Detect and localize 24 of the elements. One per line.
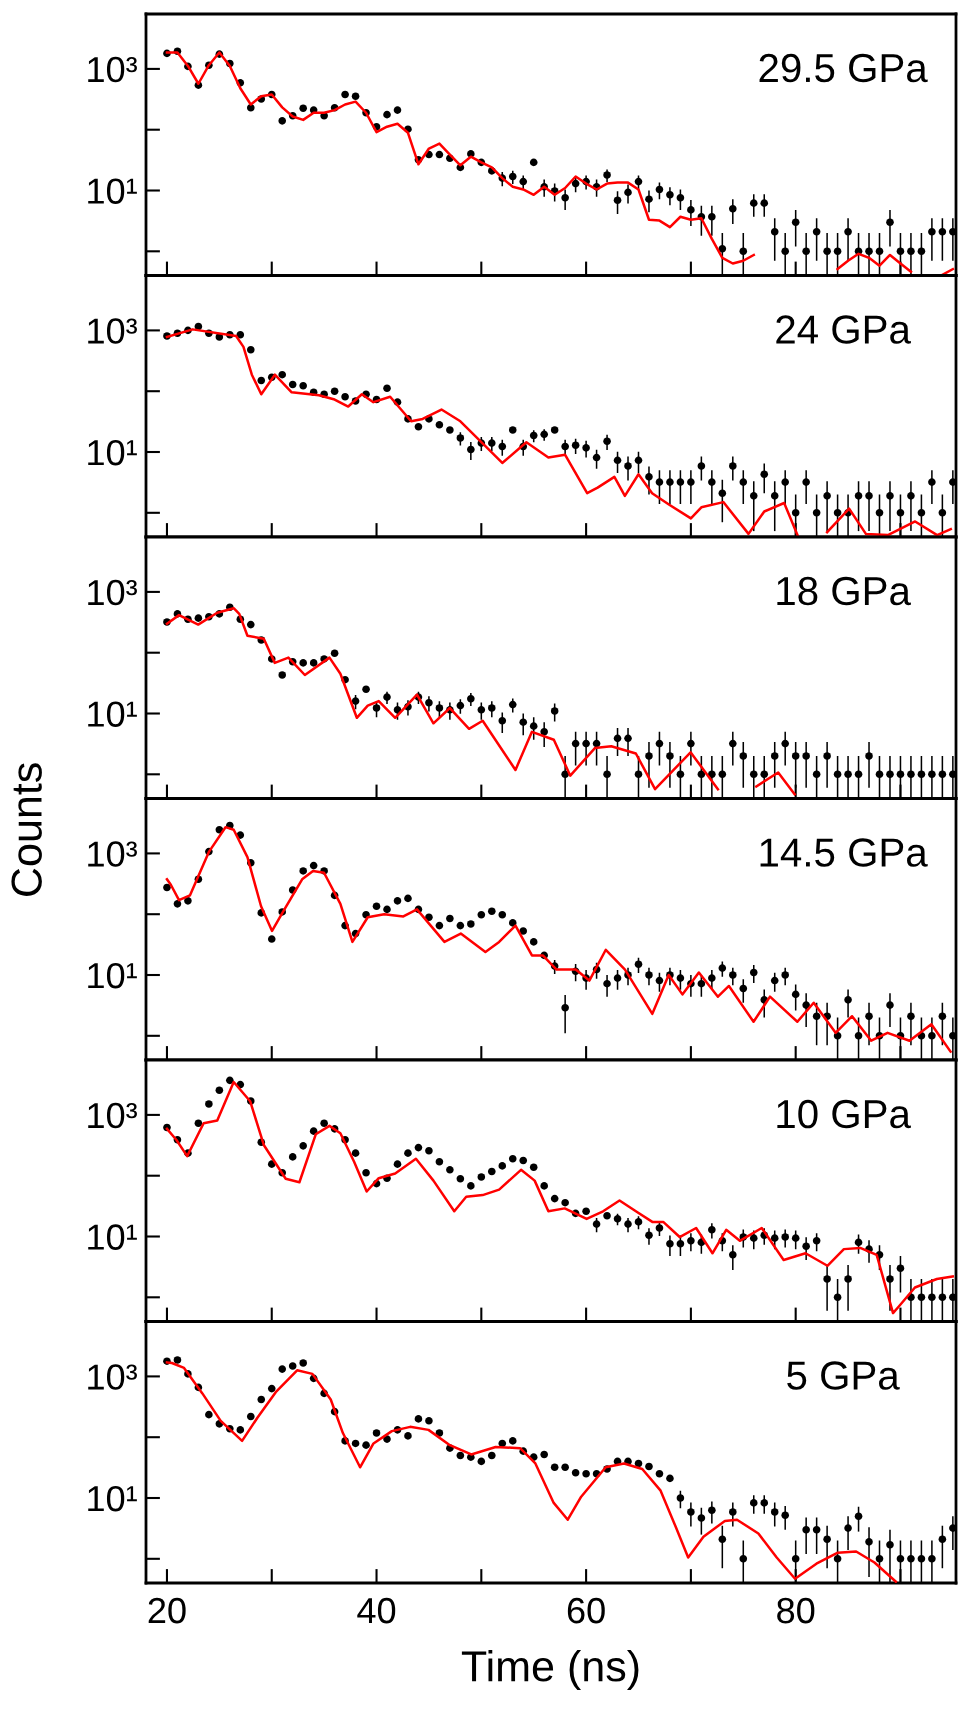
x-tick-label: 20: [148, 1597, 186, 1624]
y-axis-title: Counts: [11, 763, 42, 896]
y-tick-label: 10¹: [88, 439, 137, 466]
y-tick-label: 10³: [88, 579, 137, 606]
annotation: 29.5 GPa: [759, 53, 928, 83]
y-tick-label: 10¹: [88, 1224, 137, 1250]
annotation: 24 GPa: [776, 315, 911, 344]
y-tick-label: 10³: [88, 318, 137, 344]
y-tick-label: 10³: [88, 56, 137, 83]
y-tick-label: 10¹: [88, 962, 137, 989]
annotation: 14.5 GPa: [760, 838, 928, 867]
y-tick-label: 10³: [88, 1364, 137, 1390]
y-tick-label: 10³: [88, 1102, 137, 1129]
x-tick-label: 60: [567, 1597, 605, 1624]
x-tick-label: 80: [777, 1597, 815, 1624]
y-tick-label: 10³: [88, 841, 137, 867]
y-tick-label: 10¹: [88, 1485, 137, 1512]
annotation: 18 GPa: [777, 576, 911, 606]
y-tick-label: 10¹: [88, 701, 137, 727]
y-tick-label: 10¹: [88, 178, 137, 204]
x-axis-title: Time (ns): [461, 1650, 639, 1691]
annotation: 5 GPa: [787, 1361, 900, 1390]
annotation: 10 GPa: [777, 1099, 911, 1129]
x-tick-label: 40: [357, 1597, 396, 1624]
